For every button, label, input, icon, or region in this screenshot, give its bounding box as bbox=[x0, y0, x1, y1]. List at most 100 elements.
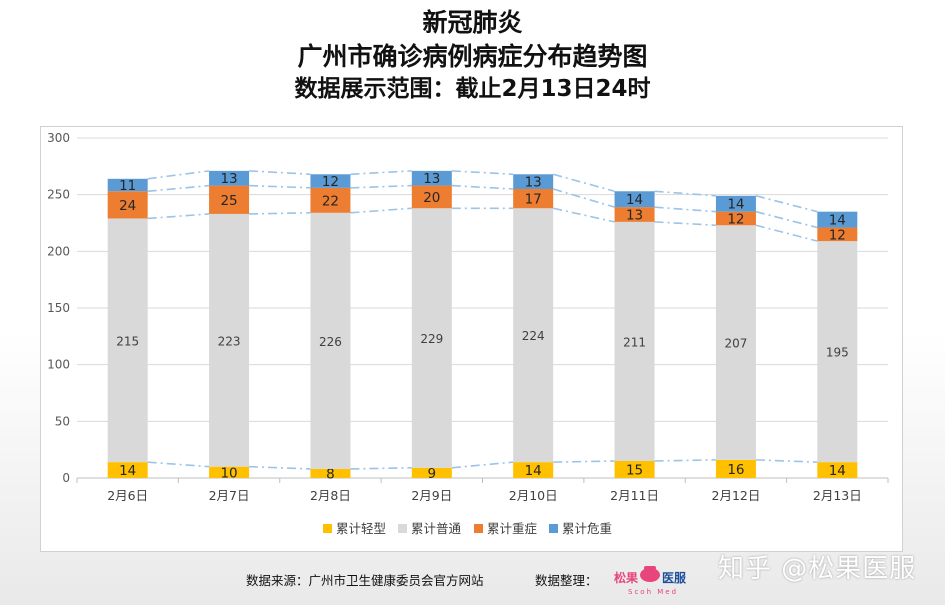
data-label-normal: 223 bbox=[218, 334, 241, 348]
data-label-normal: 207 bbox=[724, 337, 747, 351]
data-label-critical: 12 bbox=[322, 174, 339, 190]
chart-date-range: 数据展示范围：截止2月13日24时 bbox=[294, 76, 651, 102]
bar-severe bbox=[209, 185, 250, 214]
legend-swatch-critical bbox=[549, 524, 558, 533]
bar-mild bbox=[817, 462, 858, 478]
series-line-mild bbox=[350, 467, 412, 470]
data-label-critical: 13 bbox=[525, 175, 542, 191]
watermark: 知乎 @松果医服 bbox=[718, 554, 917, 584]
data-label-normal: 226 bbox=[319, 335, 342, 349]
data-label-severe: 12 bbox=[727, 211, 744, 227]
data-label-mild: 9 bbox=[428, 466, 437, 482]
y-tick-label: 50 bbox=[55, 414, 70, 428]
y-tick-label: 250 bbox=[47, 188, 70, 202]
x-tick-label: 2月8日 bbox=[310, 488, 351, 503]
bar-mild bbox=[310, 468, 351, 478]
data-label-normal: 224 bbox=[522, 329, 545, 343]
bar-severe bbox=[817, 227, 858, 242]
series-line-severe bbox=[249, 184, 311, 189]
series-line-normal bbox=[249, 212, 311, 215]
bar-critical bbox=[614, 191, 655, 208]
series-line-critical bbox=[451, 170, 514, 176]
data-source-text: 数据来源：广州市卫生健康委员会官方网站 bbox=[246, 573, 484, 588]
data-label-severe: 13 bbox=[626, 208, 643, 224]
bar-mild bbox=[411, 467, 452, 478]
bar-mild bbox=[513, 462, 554, 478]
data-label-severe: 24 bbox=[119, 198, 136, 214]
legend-swatch-mild bbox=[323, 524, 332, 533]
series-line-normal bbox=[553, 207, 615, 223]
bar-critical bbox=[817, 211, 858, 228]
data-label-severe: 17 bbox=[525, 192, 542, 208]
bar-severe bbox=[411, 185, 452, 209]
series-line-severe bbox=[654, 206, 716, 213]
data-label-critical: 11 bbox=[119, 178, 136, 194]
y-tick-label: 150 bbox=[47, 301, 70, 315]
x-tick-label: 2月7日 bbox=[209, 488, 250, 503]
logo-text-left: 松果 bbox=[614, 570, 638, 585]
series-line-mild bbox=[451, 461, 514, 469]
series-line-critical bbox=[755, 195, 818, 213]
bar-normal bbox=[209, 213, 250, 467]
bar-mild bbox=[614, 461, 655, 478]
series-line-normal bbox=[654, 221, 716, 227]
series-line-mild bbox=[147, 461, 210, 468]
bar-critical bbox=[209, 170, 250, 186]
data-label-mild: 15 bbox=[626, 463, 643, 479]
data-label-severe: 25 bbox=[220, 193, 237, 209]
y-tick-label: 0 bbox=[62, 471, 70, 485]
bar-critical bbox=[411, 170, 452, 186]
data-label-severe: 12 bbox=[829, 227, 846, 243]
legend-swatch-severe bbox=[474, 524, 483, 533]
series-line-normal bbox=[350, 207, 412, 214]
bar-critical bbox=[715, 195, 756, 212]
bar-normal bbox=[107, 218, 148, 463]
data-label-critical: 13 bbox=[423, 171, 440, 187]
data-label-mild: 16 bbox=[727, 462, 744, 478]
y-tick-label: 300 bbox=[47, 131, 70, 145]
data-label-mild: 10 bbox=[220, 465, 237, 481]
series-line-mild bbox=[553, 460, 615, 463]
legend-label-severe: 累计重症 bbox=[487, 521, 537, 536]
series-line-severe bbox=[451, 184, 514, 190]
series-line-normal bbox=[755, 224, 818, 242]
series-line-mild bbox=[755, 459, 818, 463]
x-tick-label: 2月12日 bbox=[712, 488, 761, 503]
series-line-mild bbox=[654, 459, 716, 462]
data-organizer-text: 数据整理： bbox=[535, 573, 598, 588]
series-line-severe bbox=[147, 184, 210, 193]
chart-subtitle: 广州市确诊病例病症分布趋势图 bbox=[297, 42, 648, 71]
bar-mild bbox=[107, 462, 148, 478]
series-line-severe bbox=[552, 188, 615, 208]
legend-label-mild: 累计轻型 bbox=[336, 521, 386, 536]
bar-normal bbox=[817, 241, 858, 463]
series-line-critical bbox=[249, 170, 311, 176]
data-label-critical: 14 bbox=[626, 192, 643, 208]
x-tick-label: 2月10日 bbox=[509, 488, 558, 503]
songguo-logo-icon: 松果 医服 Scoh Med bbox=[614, 566, 687, 596]
bar-normal bbox=[310, 212, 351, 469]
data-label-mild: 14 bbox=[525, 463, 542, 479]
footer: 数据来源：广州市卫生健康委员会官方网站 数据整理： 松果 医服 Scoh Med bbox=[0, 566, 945, 598]
x-tick-label: 2月11日 bbox=[610, 488, 659, 503]
logo-subtext: Scoh Med bbox=[628, 588, 678, 596]
legend-swatch-normal bbox=[398, 524, 407, 533]
series-line-critical bbox=[147, 170, 210, 180]
bar-normal bbox=[513, 208, 554, 463]
x-tick-label: 2月9日 bbox=[411, 488, 452, 503]
data-label-mild: 14 bbox=[829, 463, 846, 479]
data-label-normal: 211 bbox=[623, 335, 646, 349]
legend-label-normal: 累计普通 bbox=[411, 521, 462, 536]
legend-label-critical: 累计危重 bbox=[562, 521, 612, 536]
bar-normal bbox=[614, 221, 655, 461]
series-line-normal bbox=[147, 213, 210, 220]
data-label-severe: 20 bbox=[423, 190, 440, 206]
logo-text-right: 医服 bbox=[662, 570, 687, 585]
bar-mild bbox=[715, 459, 756, 478]
data-label-mild: 8 bbox=[326, 466, 335, 482]
data-label-critical: 13 bbox=[220, 171, 237, 187]
series-line-critical bbox=[350, 170, 412, 176]
data-label-normal: 229 bbox=[420, 332, 443, 346]
data-label-normal: 195 bbox=[826, 346, 849, 360]
